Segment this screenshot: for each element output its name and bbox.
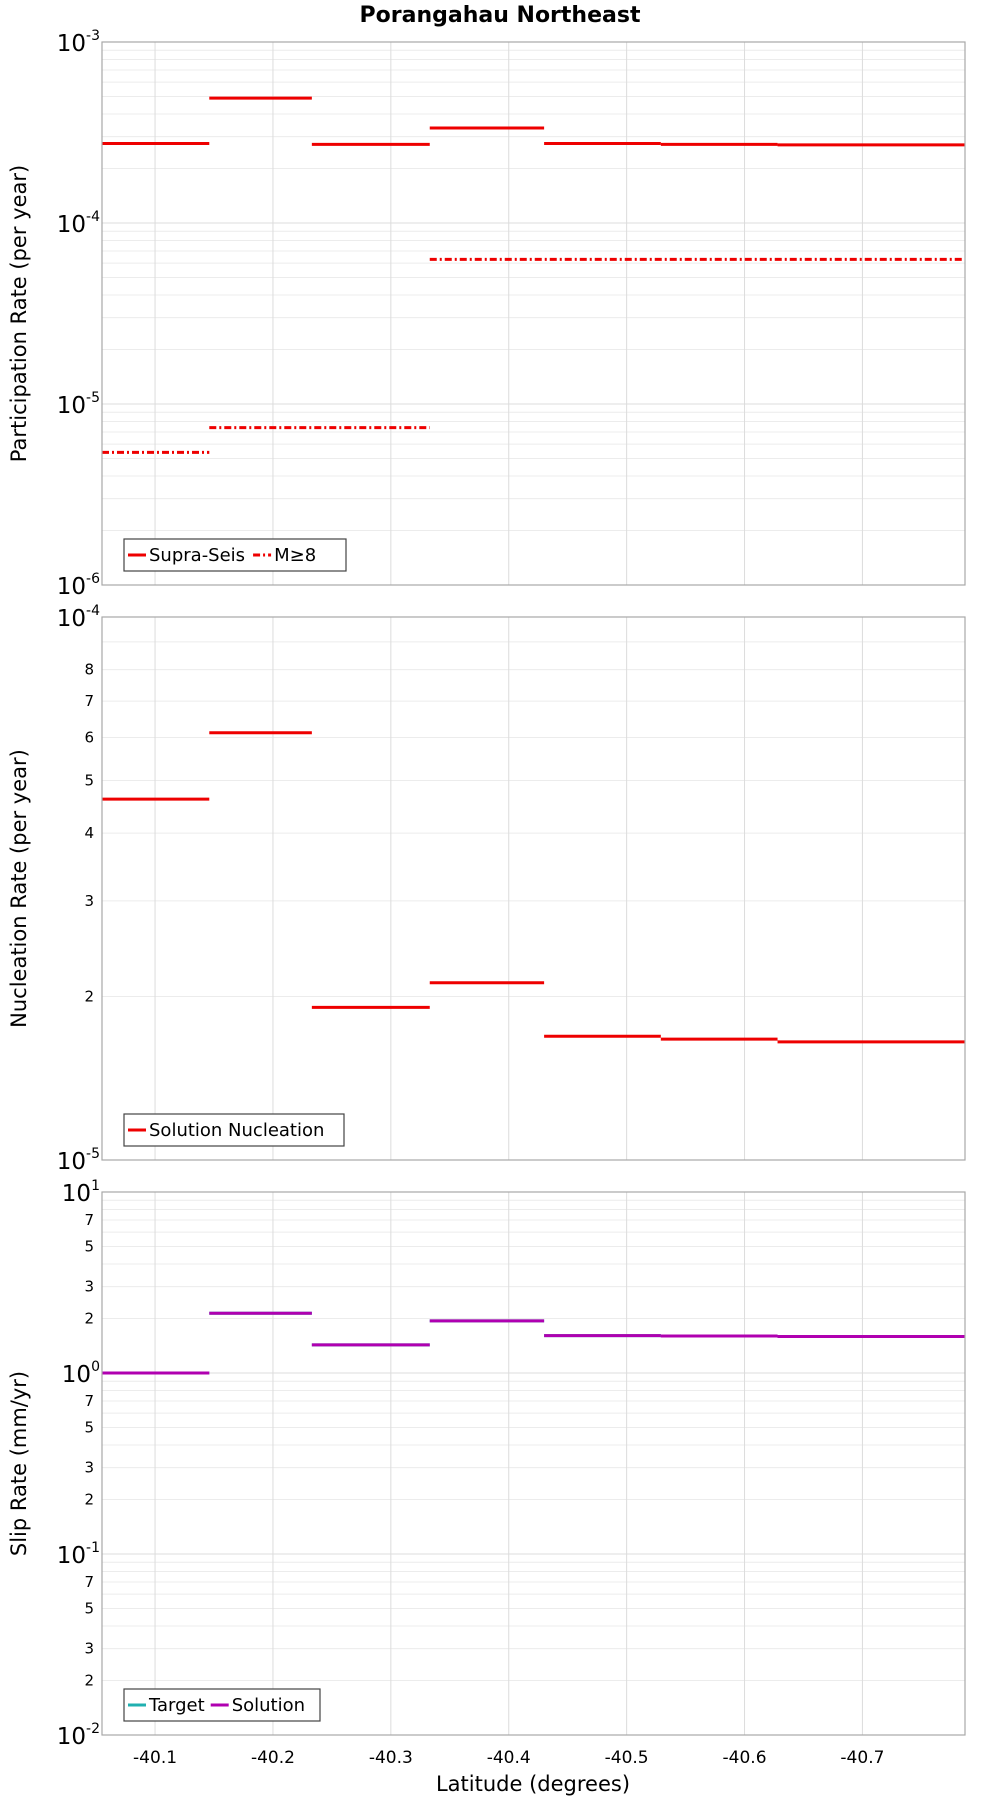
series-m-8 [102, 257, 965, 454]
legend-label-target: Target [148, 1695, 205, 1716]
legend-box [123, 538, 347, 572]
y-minor-tick-label: 2 [84, 1672, 94, 1690]
legend-label-m-8: M≥8 [274, 545, 316, 566]
y-tick-label: 10-2 [57, 1721, 100, 1750]
legend-label-solution-nucleation: Solution Nucleation [149, 1120, 324, 1141]
x-tick-label: -40.3 [369, 1748, 413, 1768]
legend: Target Solution [123, 1688, 321, 1722]
series-solution [102, 1311, 965, 1375]
y-tick-label: 10-5 [57, 390, 100, 419]
y-minor-tick-label: 7 [84, 1392, 94, 1410]
y-minor-tick-label: 6 [84, 728, 94, 746]
y-minor-tick-label: 4 [84, 824, 94, 842]
y-minor-tick-label: 3 [84, 1278, 94, 1296]
plot-area [102, 1192, 965, 1735]
y-minor-tick-label: 2 [84, 1491, 94, 1509]
y-tick-label: 10-1 [57, 1540, 100, 1569]
y-minor-tick-label: 2 [84, 1310, 94, 1328]
y-minor-tick-label: 3 [84, 892, 94, 910]
y-axis-label: Nucleation Rate (per year) [7, 749, 31, 1028]
x-tick-label: -40.1 [133, 1748, 177, 1768]
legend: Solution Nucleation [123, 1113, 345, 1147]
y-minor-tick-label: 7 [84, 692, 94, 710]
series-supra-seis [102, 96, 965, 147]
x-tick-label: -40.5 [605, 1748, 649, 1768]
x-tick-label: -40.6 [723, 1748, 767, 1768]
plot-area [102, 42, 965, 585]
y-minor-tick-label: 3 [84, 1640, 94, 1658]
slip-rate-panel: 101 100 10-1 10-2 7 5 3 2 7 5 3 2 7 5 3 2 Slip Rate (mm/… [7, 1178, 966, 1768]
y-tick-label: 10-4 [57, 209, 100, 238]
y-tick-label: 10-6 [57, 571, 100, 600]
legend-label-supra-seis: Supra-Seis [149, 545, 245, 566]
y-minor-tick-label: 5 [84, 1237, 94, 1255]
plot-frame [101, 1191, 966, 1736]
y-tick-label: 10-5 [57, 1146, 100, 1175]
x-axis-label: Latitude (degrees) [436, 1772, 630, 1796]
x-tick-label: -40.2 [251, 1748, 295, 1768]
y-minor-tick-label: 8 [84, 661, 94, 679]
y-minor-tick-label: 5 [84, 1418, 94, 1436]
y-tick-label: 10-3 [57, 28, 100, 57]
chart-title: Porangahau Northeast [360, 3, 641, 28]
plot-frame [101, 616, 966, 1161]
nucleation-rate-panel: 10-4 10-5 8 7 6 5 4 3 2 Nucleation Rate (per year… [7, 603, 966, 1175]
y-tick-label: 100 [62, 1359, 100, 1388]
plot-frame [101, 41, 966, 586]
participation-rate-panel: 10-3 10-4 10-5 10-6 Participation Rate (per … [7, 28, 966, 600]
legend: Supra-Seis M≥8 [123, 538, 347, 572]
legend-box [123, 1113, 345, 1147]
x-tick-label: -40.4 [487, 1748, 531, 1768]
legend-label-solution: Solution [232, 1695, 305, 1716]
y-axis-label: Participation Rate (per year) [7, 165, 31, 462]
y-minor-tick-label: 3 [84, 1459, 94, 1477]
y-minor-tick-label: 7 [84, 1211, 94, 1229]
series-solution-nucleation [102, 731, 965, 1044]
y-minor-tick-label: 2 [84, 988, 94, 1006]
y-minor-tick-label: 7 [84, 1573, 94, 1591]
x-tick-label: -40.7 [840, 1748, 884, 1768]
y-minor-tick-label: 5 [84, 1599, 94, 1617]
y-minor-tick-label: 5 [84, 771, 94, 789]
y-tick-label: 101 [62, 1178, 100, 1207]
plot-area [102, 617, 965, 1160]
y-axis-label: Slip Rate (mm/yr) [7, 1371, 31, 1556]
y-tick-label: 10-4 [57, 603, 100, 632]
